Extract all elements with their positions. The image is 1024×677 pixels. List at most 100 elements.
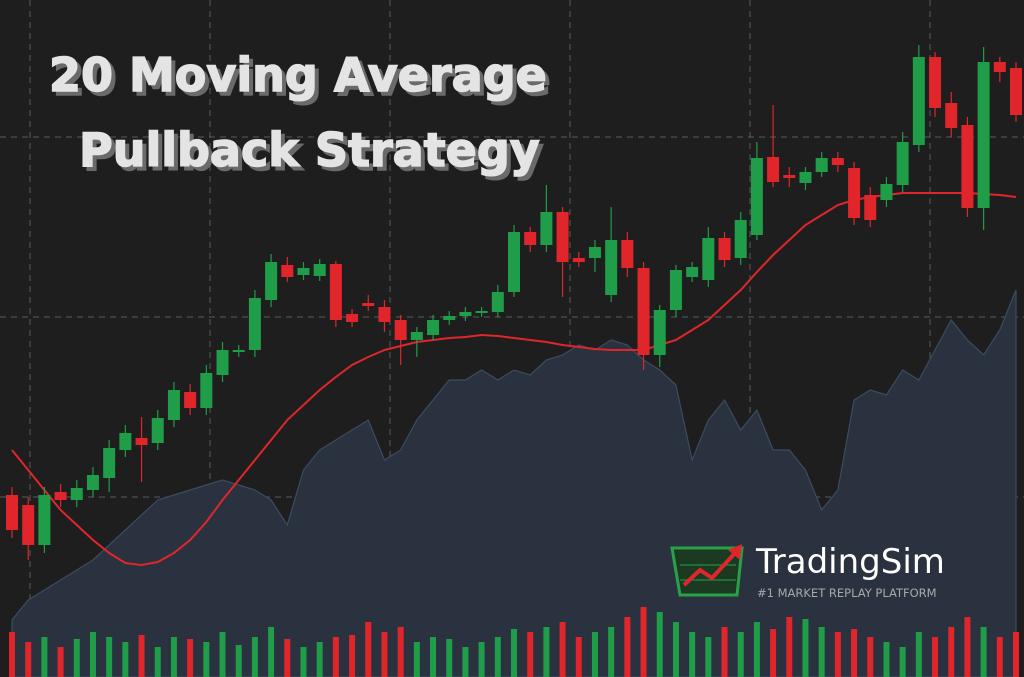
candle-body: [945, 103, 958, 128]
candle-body: [329, 264, 342, 320]
candle-body: [718, 238, 731, 260]
logo-arrow: [728, 544, 742, 560]
candle-body: [248, 298, 261, 350]
candle-body: [491, 292, 504, 312]
candle-body: [669, 270, 682, 310]
candle-body: [281, 265, 294, 277]
volume-bar: [883, 642, 890, 677]
candle-body: [184, 392, 197, 408]
volume-bar: [413, 642, 420, 677]
candle-body: [750, 158, 763, 235]
volume-bar: [365, 622, 372, 677]
candle-body: [653, 310, 666, 355]
logo-arrow: [682, 550, 738, 587]
candle-body: [54, 492, 67, 500]
volume-bar: [89, 632, 96, 677]
volume-bar: [721, 627, 728, 677]
candle-body: [686, 267, 699, 277]
brand-name: TradingSim: [755, 542, 945, 582]
candle-body: [378, 307, 391, 322]
candle-body: [929, 57, 942, 108]
volume-bar: [802, 619, 809, 677]
candle-body: [443, 316, 456, 320]
candle-body: [524, 232, 537, 245]
volume-bar: [1013, 632, 1019, 677]
volume-bar: [446, 639, 453, 677]
candle-body: [297, 268, 310, 275]
candle-body: [556, 212, 569, 262]
volume-bar: [737, 632, 744, 677]
candle-body: [475, 311, 488, 313]
title-block: 20 Moving Average Pullback Strategy 20 M…: [48, 47, 551, 182]
volume-bar: [430, 637, 437, 677]
candle-body: [394, 320, 407, 340]
volume-bar: [187, 639, 194, 677]
candle-body: [6, 495, 18, 530]
candle-body: [880, 184, 893, 200]
volume-bar: [57, 647, 64, 677]
volume-bar: [9, 632, 15, 677]
volume-bar: [203, 642, 210, 677]
volume-bar: [915, 632, 922, 677]
volume-bar: [753, 622, 760, 677]
volume-bar: [851, 629, 858, 677]
volume-bar: [559, 622, 566, 677]
volume-bar: [786, 617, 793, 677]
volume-bar: [818, 627, 825, 677]
volume-bar: [511, 629, 517, 677]
volume-bar: [899, 647, 906, 677]
candle-body: [459, 312, 472, 316]
candle-body: [977, 62, 990, 208]
volume-bar: [478, 642, 485, 677]
candle-body: [637, 268, 650, 355]
volume-bar: [494, 637, 501, 677]
volume-bar: [106, 637, 113, 677]
candle-body: [912, 57, 925, 145]
volume-bar: [300, 647, 307, 677]
candle-body: [783, 175, 796, 178]
candle-body: [799, 172, 812, 183]
candle-body: [896, 142, 909, 185]
chart-title: Pullback Strategy: [79, 123, 540, 177]
candle-body: [767, 157, 780, 182]
candle-body: [167, 390, 180, 420]
volume-bar: [932, 637, 939, 677]
candle-body: [572, 258, 585, 262]
candle-body: [135, 438, 148, 445]
volume-bar: [138, 635, 145, 677]
candle-body: [232, 350, 245, 352]
volume-bar: [656, 612, 663, 677]
candle-body: [734, 220, 747, 258]
candle-body: [346, 314, 359, 322]
volume-bar: [462, 647, 469, 677]
volume-bar: [381, 632, 388, 677]
indicator-area: [11, 289, 1017, 677]
candle-body: [216, 350, 229, 375]
volume-bar: [122, 642, 129, 677]
volume-bar: [73, 639, 80, 677]
volume-bar: [640, 607, 647, 677]
candle-body: [427, 320, 440, 335]
volume-bar: [834, 632, 841, 677]
volume-bar: [591, 632, 598, 677]
title-shadow: 20 Moving Average: [53, 52, 551, 106]
volume-bar: [235, 645, 242, 677]
volume-bar: [284, 639, 291, 677]
candle-body: [38, 495, 51, 545]
candle-body: [702, 238, 715, 280]
candle-body: [313, 264, 326, 276]
volume-bar: [397, 627, 404, 677]
candle-body: [508, 232, 520, 292]
candle-body: [540, 212, 553, 245]
candle-body: [119, 433, 132, 450]
candle-body: [605, 240, 618, 295]
candle-body: [864, 195, 877, 220]
title-shadow: Pullback Strategy: [83, 127, 544, 181]
candle-body: [362, 303, 375, 306]
candle-body: [265, 262, 278, 300]
candle-body: [410, 332, 423, 340]
candle-body: [1010, 68, 1022, 115]
volume-bar: [964, 617, 971, 677]
candle-body: [993, 62, 1006, 72]
